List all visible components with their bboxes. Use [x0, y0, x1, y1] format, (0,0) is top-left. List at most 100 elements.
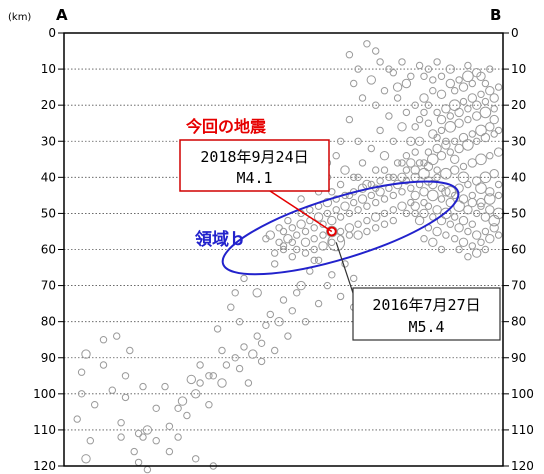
- hypocenter-point: [442, 137, 450, 146]
- hypocenter-point: [350, 79, 358, 88]
- hypocenter-point: [467, 93, 477, 103]
- hypocenter-point: [485, 234, 495, 244]
- hypocenter-point: [372, 224, 380, 232]
- hypocenter-point: [429, 76, 437, 84]
- hypocenter-point: [420, 72, 428, 81]
- hypocenter-point: [450, 154, 460, 165]
- hypocenter-point: [385, 112, 393, 120]
- callout-2016-magnitude: M5.4: [408, 318, 444, 336]
- hypocenter-point: [310, 235, 318, 243]
- hypocenter-point: [332, 206, 340, 214]
- hypocenter-point: [134, 429, 143, 438]
- hypocenter-point: [432, 205, 442, 215]
- hypocenter-point: [437, 245, 446, 254]
- hypocenter-point: [389, 191, 397, 200]
- hypocenter-point: [235, 364, 244, 373]
- hypocenter-point: [379, 151, 390, 161]
- hypocenter-point: [415, 159, 424, 167]
- hypocenter-point: [424, 101, 433, 109]
- y-tick-label-left: 30: [41, 134, 56, 148]
- hypocenter-point: [196, 379, 204, 387]
- hypocenter-point: [402, 166, 411, 174]
- y-tick-label-right: 110: [511, 423, 534, 437]
- hypocenter-point: [323, 209, 332, 218]
- hypocenter-point: [385, 173, 393, 182]
- hypocenter-point: [485, 86, 495, 96]
- hypocenter-point: [451, 137, 459, 146]
- hypocenter-point: [484, 193, 496, 205]
- hypocenter-point: [283, 234, 293, 244]
- hypocenter-point: [328, 188, 336, 196]
- hypocenter-point: [231, 354, 239, 362]
- hypocenter-point: [310, 256, 318, 264]
- hypocenter-point: [354, 206, 362, 214]
- y-tick-label-left: 10: [41, 62, 56, 76]
- hypocenter-point: [397, 172, 407, 183]
- hypocenter-point: [415, 61, 424, 70]
- hypocenter-point: [459, 162, 468, 171]
- hypocenter-point: [477, 202, 485, 210]
- hypocenter-point: [293, 231, 301, 239]
- hypocenter-point: [468, 130, 476, 138]
- hypocenter-point: [235, 318, 244, 326]
- hypocenter-point: [411, 148, 419, 156]
- hypocenter-point: [475, 153, 487, 166]
- hypocenter-point: [468, 79, 476, 88]
- hypocenter-point: [411, 209, 419, 218]
- hypocenter-point: [380, 87, 389, 95]
- y-tick-label-right: 120: [511, 459, 534, 473]
- hypocenter-point: [444, 186, 457, 198]
- hypocenter-point: [424, 148, 433, 156]
- hypocenter-point: [419, 208, 429, 219]
- hypocenter-point: [77, 390, 86, 398]
- y-tick-label-left: 40: [41, 170, 56, 184]
- hypocenter-point: [433, 58, 441, 66]
- region-b-ellipse: [221, 180, 460, 276]
- hypocenter-point: [458, 237, 469, 248]
- hypocenter-point: [485, 187, 495, 197]
- hypocenter-point: [428, 237, 438, 248]
- hypocenter-point: [323, 281, 332, 290]
- hypocenter-point: [376, 126, 384, 135]
- hypocenter-point: [81, 454, 91, 464]
- hypocenter-point: [397, 201, 407, 211]
- hypocenter-point: [293, 289, 301, 297]
- hypocenter-point: [436, 89, 447, 100]
- hypocenter-point: [350, 198, 358, 207]
- hypocenter-point: [73, 415, 81, 423]
- hypocenter-point: [165, 447, 174, 456]
- y-tick-label-left: 50: [41, 206, 56, 220]
- hypocenter-point: [372, 166, 380, 174]
- hypocenter-point: [108, 386, 117, 394]
- hypocenter-point: [345, 209, 354, 218]
- hypocenter-point: [427, 189, 439, 202]
- hypocenter-point: [490, 105, 498, 113]
- hypocenter-point: [191, 389, 201, 399]
- hypocenter-point: [464, 61, 472, 70]
- hypocenter-point: [406, 158, 416, 168]
- hypocenter-point: [451, 213, 459, 221]
- hypocenter-point: [345, 231, 354, 239]
- hypocenter-point: [489, 114, 499, 125]
- hypocenter-point: [77, 368, 86, 376]
- y-tick-label-right: 50: [511, 206, 526, 220]
- hypocenter-point: [436, 114, 447, 125]
- hypocenter-point: [161, 382, 169, 391]
- hypocenter-point: [472, 100, 482, 110]
- hypocenter-point: [494, 191, 503, 200]
- hypocenter-point: [419, 187, 429, 197]
- y-tick-label-right: 60: [511, 243, 526, 257]
- hypocenter-point: [336, 137, 345, 146]
- hypocenter-point: [350, 173, 358, 182]
- hypocenter-point: [440, 207, 452, 220]
- hypocenter-point: [372, 47, 380, 55]
- hypocenter-point: [353, 230, 363, 240]
- hypocenter-point: [186, 374, 197, 385]
- hypocenter-point: [240, 343, 248, 351]
- hypocenter-point: [455, 76, 463, 84]
- hypocenter-point: [433, 166, 441, 174]
- y-tick-label-right: 40: [511, 170, 526, 184]
- hypocenter-point: [99, 361, 108, 369]
- callout-2018-magnitude: M4.1: [236, 169, 272, 187]
